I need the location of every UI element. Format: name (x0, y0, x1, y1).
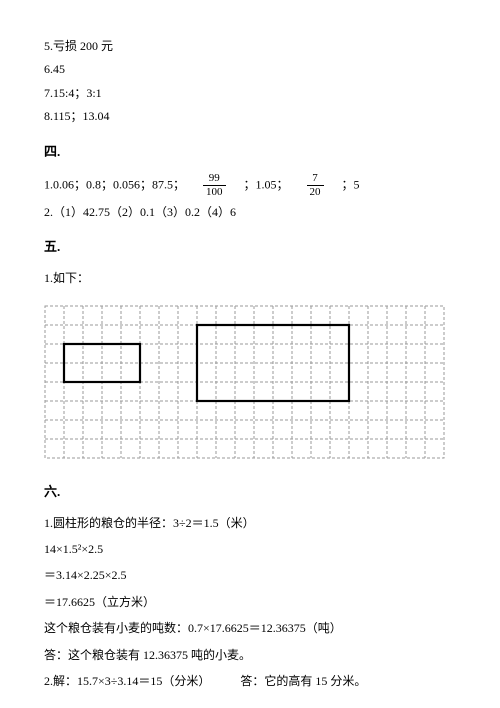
fraction-den: 100 (203, 186, 226, 198)
fraction-7-20: 7 20 (307, 173, 324, 198)
fraction-99-100: 99 100 (203, 173, 226, 198)
line-7: 7.15:4；3:1 (44, 83, 456, 103)
sec6-l3: ＝3.14×2.25×2.5 (44, 565, 456, 585)
sec6-l5: 这个粮仓装有小麦的吨数：0.7×17.6625＝12.36375（吨） (44, 618, 456, 638)
sec6-l6: 答：这个粮仓装有 12.36375 吨的小麦。 (44, 645, 456, 665)
sec6-l7a: 2.解：15.7×3÷3.14＝15（分米） (44, 674, 210, 688)
fraction-num: 99 (203, 173, 226, 186)
line-5: 5.亏损 200 元 (44, 36, 456, 56)
sec6-l7: 2.解：15.7×3÷3.14＝15（分米） 答：它的高有 15 分米。 (44, 671, 456, 691)
sec5-q1: 1.如下： (44, 268, 456, 288)
section-4-head: 四. (44, 141, 456, 163)
fraction-num: 7 (307, 173, 324, 186)
sec4-q1: 1.0.06；0.8；0.056；87.5； 99 100 ；1.05； 7 2… (44, 173, 456, 198)
section-5-head: 五. (44, 236, 456, 258)
sec4-q2: 2.（1）42.75（2）0.1（3）0.2（4）6 (44, 202, 456, 222)
line-8: 8.115；13.04 (44, 106, 456, 126)
sec4-q1-b: ；1.05； (244, 177, 289, 191)
sec6-l2: 14×1.5²×2.5 (44, 539, 456, 559)
sec6-l4: ＝17.6625（立方米） (44, 592, 456, 612)
grid-svg (44, 305, 445, 459)
sec4-q1-c: ；5 (342, 177, 360, 191)
line-6: 6.45 (44, 59, 456, 79)
fraction-den: 20 (307, 186, 324, 198)
grid-figure (44, 305, 456, 459)
sec4-q1-a: 1.0.06；0.8；0.056；87.5； (44, 177, 185, 191)
sec6-l7b: 答：它的高有 15 分米。 (240, 674, 366, 688)
section-6-head: 六. (44, 481, 456, 503)
sec6-l1: 1.圆柱形的粮仓的半径：3÷2＝1.5（米） (44, 513, 456, 533)
